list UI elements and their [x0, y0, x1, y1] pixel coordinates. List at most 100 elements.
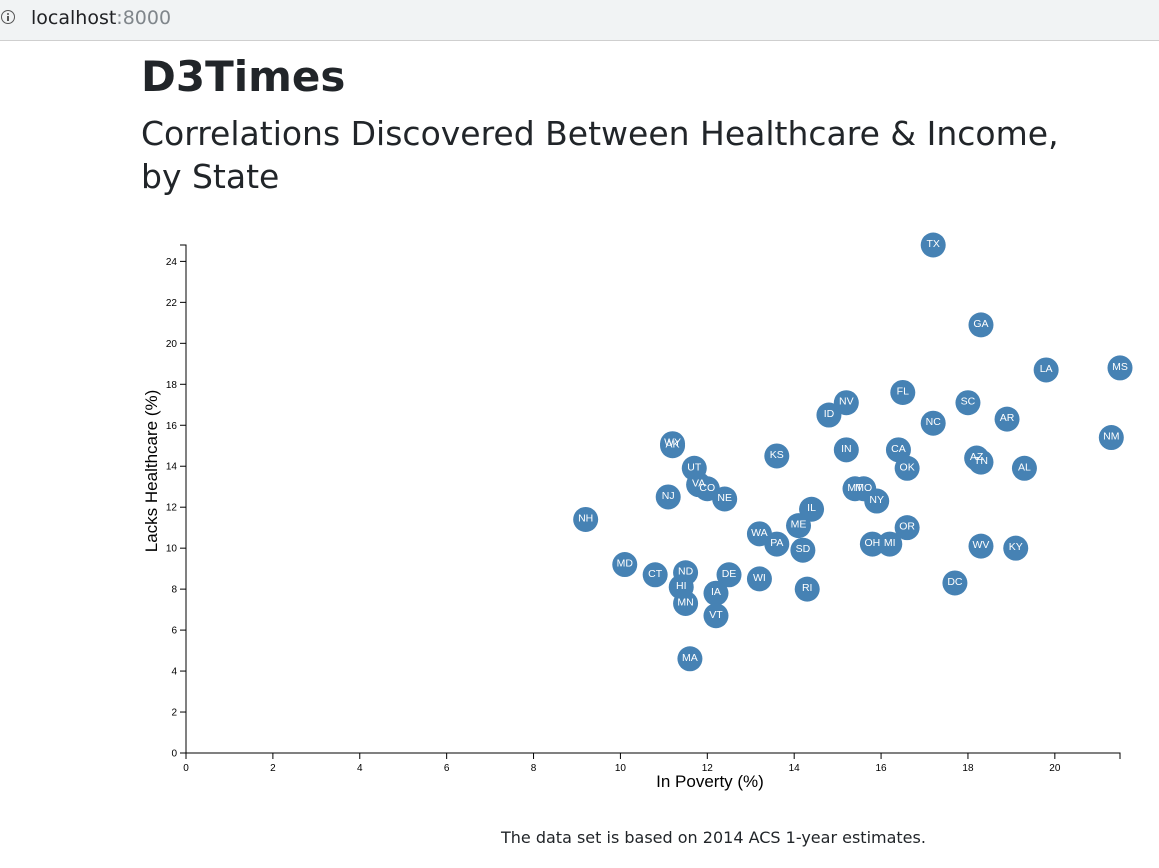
- page-subtitle: Correlations Discovered Between Healthca…: [141, 114, 1059, 196]
- state-point-ks[interactable]: [764, 443, 790, 469]
- state-label-mt: MT: [847, 482, 863, 494]
- state-point-nc[interactable]: [920, 410, 946, 436]
- state-point-nv[interactable]: [833, 390, 859, 416]
- state-point-ms[interactable]: [1107, 355, 1133, 381]
- state-point-ne[interactable]: [712, 486, 738, 512]
- state-label-md: MD: [617, 558, 634, 570]
- state-label-mo: MO: [855, 482, 872, 494]
- state-point-in[interactable]: [833, 437, 859, 463]
- state-point-ky[interactable]: [1003, 535, 1029, 561]
- state-point-ma[interactable]: [677, 646, 703, 672]
- state-label-az: AZ: [970, 451, 984, 463]
- x-tick-label: 2: [270, 763, 276, 774]
- state-label-fl: FL: [897, 385, 909, 397]
- x-tick-label: 8: [531, 763, 537, 774]
- state-point-al[interactable]: [1011, 455, 1037, 481]
- state-label-ky: KY: [1009, 541, 1023, 553]
- x-tick-label: 0: [183, 763, 189, 774]
- state-label-ar: AR: [1000, 412, 1015, 424]
- state-label-me: ME: [791, 519, 807, 531]
- state-label-la: LA: [1040, 363, 1053, 375]
- state-point-pa[interactable]: [764, 531, 790, 557]
- state-label-nm: NM: [1103, 431, 1119, 443]
- state-label-co: CO: [699, 482, 715, 494]
- state-point-ny[interactable]: [864, 488, 890, 514]
- state-point-nj[interactable]: [655, 484, 681, 510]
- x-tick-label: 20: [1049, 763, 1061, 774]
- state-label-ny: NY: [869, 494, 884, 506]
- state-point-wv[interactable]: [968, 533, 994, 559]
- state-point-mi[interactable]: [877, 531, 903, 557]
- url-field[interactable]: localhost:8000: [31, 7, 171, 29]
- state-label-il: IL: [807, 502, 816, 514]
- state-point-de[interactable]: [716, 562, 742, 588]
- state-point-sc[interactable]: [955, 390, 981, 416]
- state-point-tx[interactable]: [920, 232, 946, 258]
- state-point-nm[interactable]: [1098, 425, 1124, 451]
- state-point-id[interactable]: [816, 402, 842, 428]
- state-point-la[interactable]: [1033, 357, 1059, 383]
- state-label-nc: NC: [926, 416, 942, 428]
- state-label-ok: OK: [900, 461, 915, 473]
- state-point-or[interactable]: [894, 515, 920, 541]
- state-label-al: AL: [1018, 461, 1031, 473]
- info-icon[interactable]: [1, 10, 15, 24]
- state-point-oh[interactable]: [859, 531, 885, 557]
- y-tick-label: 12: [166, 503, 178, 514]
- state-point-me[interactable]: [786, 513, 812, 539]
- footer-note: The data set is based on 2014 ACS 1-year…: [501, 828, 926, 847]
- y-tick-label: 16: [166, 421, 178, 432]
- state-point-ak[interactable]: [660, 433, 686, 459]
- state-label-ia: IA: [711, 586, 721, 598]
- state-label-wy: WY: [664, 437, 681, 449]
- state-label-ne: NE: [717, 492, 732, 504]
- state-point-sd[interactable]: [790, 537, 816, 563]
- state-label-tx: TX: [926, 238, 939, 250]
- state-point-nh[interactable]: [573, 506, 599, 532]
- y-tick-label: 24: [166, 257, 178, 268]
- url-host: localhost: [31, 7, 117, 29]
- y-tick-label: 22: [166, 298, 178, 309]
- state-label-nh: NH: [578, 512, 593, 524]
- state-label-ca: CA: [891, 443, 906, 455]
- y-tick-label: 18: [166, 380, 178, 391]
- state-point-ga[interactable]: [968, 312, 994, 338]
- state-label-sd: SD: [796, 543, 811, 555]
- state-point-ar[interactable]: [994, 406, 1020, 432]
- y-tick-label: 20: [166, 339, 178, 350]
- state-point-dc[interactable]: [942, 570, 968, 596]
- state-point-vt[interactable]: [703, 603, 729, 629]
- x-axis-label: In Poverty (%): [656, 772, 764, 791]
- state-label-nv: NV: [839, 396, 854, 408]
- state-label-or: OR: [899, 521, 915, 533]
- state-label-mi: MI: [884, 537, 896, 549]
- state-label-in: IN: [841, 443, 852, 455]
- y-tick-label: 10: [166, 544, 178, 555]
- state-point-fl[interactable]: [890, 379, 916, 405]
- x-tick-label: 10: [615, 763, 627, 774]
- y-tick-label: 4: [171, 667, 177, 678]
- y-tick-label: 2: [171, 708, 177, 719]
- state-point-tn[interactable]: [968, 449, 994, 475]
- state-label-wv: WV: [973, 539, 990, 551]
- state-point-md[interactable]: [612, 552, 638, 578]
- state-point-ri[interactable]: [794, 576, 820, 602]
- state-label-id: ID: [824, 408, 835, 420]
- x-tick-label: 12: [702, 763, 714, 774]
- state-point-ok[interactable]: [894, 455, 920, 481]
- state-point-ct[interactable]: [642, 562, 668, 588]
- state-label-sc: SC: [961, 396, 976, 408]
- x-tick-label: 4: [357, 763, 363, 774]
- state-label-wa: WA: [751, 527, 768, 539]
- state-point-wi[interactable]: [746, 566, 772, 592]
- y-tick-label: 8: [171, 585, 177, 596]
- y-axis-label: Lacks Healthcare (%): [142, 390, 161, 553]
- x-axis-line: [185, 752, 1121, 759]
- url-port: :8000: [116, 7, 172, 29]
- state-point-mn[interactable]: [673, 590, 699, 616]
- y-tick-label: 0: [171, 749, 177, 760]
- state-point-ia[interactable]: [703, 580, 729, 606]
